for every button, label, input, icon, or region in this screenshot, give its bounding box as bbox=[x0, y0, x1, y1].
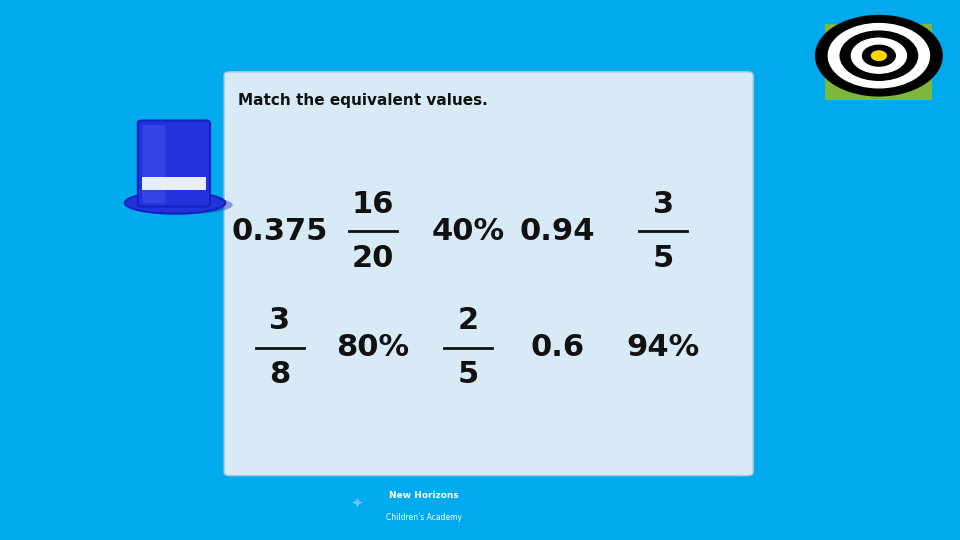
Ellipse shape bbox=[132, 195, 232, 214]
Text: 0.375: 0.375 bbox=[231, 217, 328, 246]
FancyBboxPatch shape bbox=[142, 125, 165, 203]
Circle shape bbox=[862, 45, 896, 66]
Text: New Horizons: New Horizons bbox=[389, 490, 459, 500]
FancyBboxPatch shape bbox=[142, 177, 205, 190]
Text: 0.94: 0.94 bbox=[519, 217, 595, 246]
Text: 40%: 40% bbox=[432, 217, 505, 246]
Text: 0.6: 0.6 bbox=[531, 333, 585, 362]
FancyBboxPatch shape bbox=[224, 72, 754, 476]
Circle shape bbox=[872, 51, 886, 60]
Circle shape bbox=[816, 16, 942, 96]
Circle shape bbox=[840, 31, 918, 80]
Text: 2: 2 bbox=[458, 306, 479, 335]
FancyBboxPatch shape bbox=[138, 120, 210, 207]
Circle shape bbox=[828, 24, 929, 88]
Text: 20: 20 bbox=[351, 244, 395, 273]
FancyBboxPatch shape bbox=[826, 24, 932, 99]
Text: 5: 5 bbox=[653, 244, 674, 273]
Text: 8: 8 bbox=[270, 360, 291, 389]
Ellipse shape bbox=[125, 192, 226, 214]
Text: 80%: 80% bbox=[336, 333, 410, 362]
Text: 3: 3 bbox=[653, 190, 674, 219]
Circle shape bbox=[852, 38, 906, 73]
Text: Children's Academy: Children's Academy bbox=[386, 513, 462, 522]
Text: 3: 3 bbox=[270, 306, 291, 335]
Text: 16: 16 bbox=[351, 190, 395, 219]
Text: ✦: ✦ bbox=[350, 496, 363, 511]
Text: Match the equivalent values.: Match the equivalent values. bbox=[237, 93, 488, 107]
Text: 94%: 94% bbox=[627, 333, 700, 362]
Text: 5: 5 bbox=[458, 360, 479, 389]
